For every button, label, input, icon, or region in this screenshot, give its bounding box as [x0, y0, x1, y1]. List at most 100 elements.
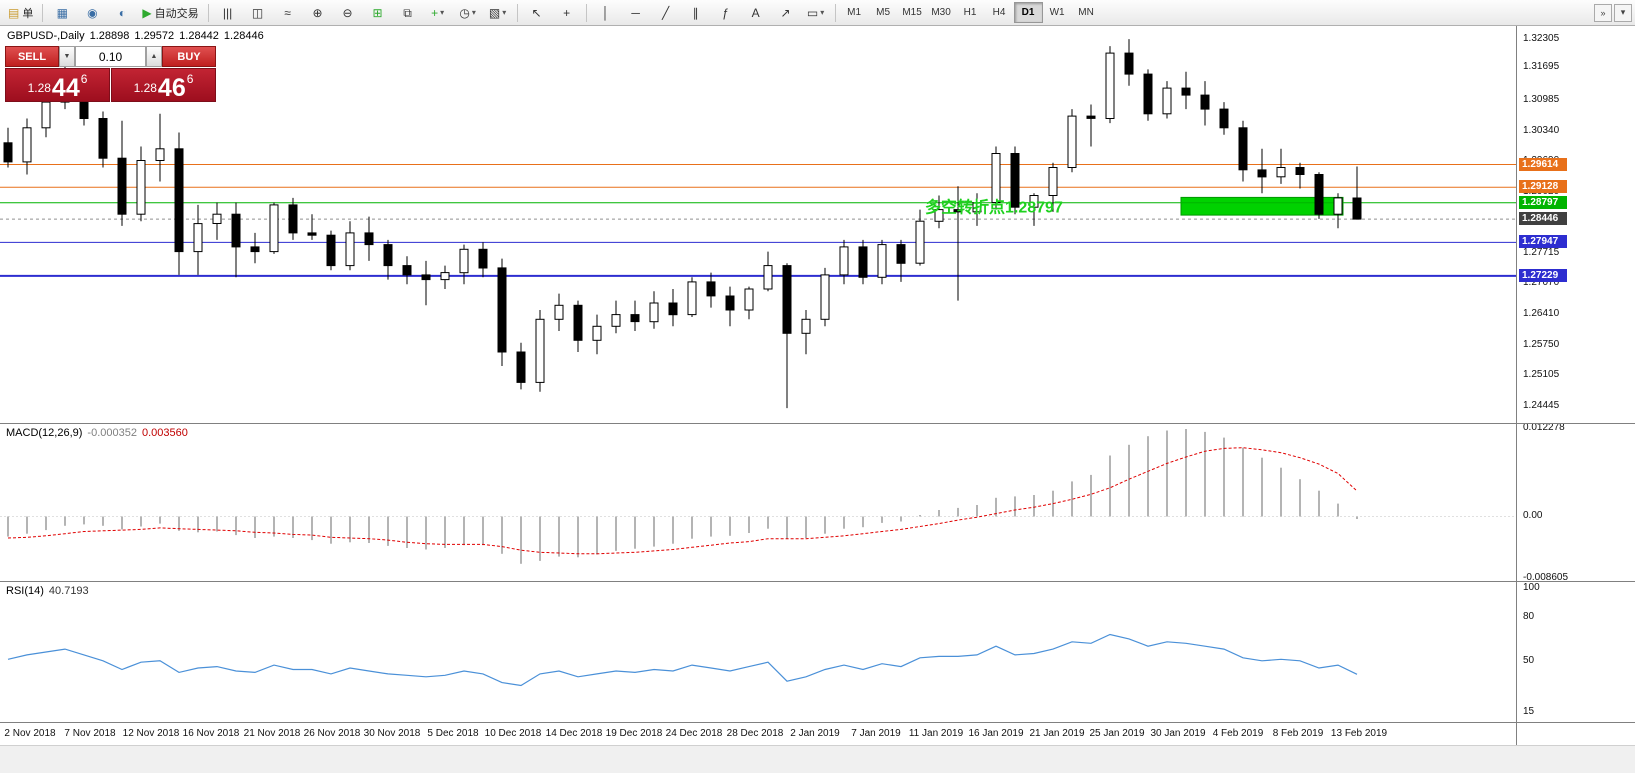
- timeframe-m5-button[interactable]: M5: [876, 7, 891, 18]
- date-label: 28 Dec 2018: [726, 728, 784, 739]
- periods-button[interactable]: ◷ ▾: [454, 2, 482, 24]
- line-chart-button[interactable]: ≈: [274, 2, 302, 24]
- arrows-button[interactable]: ↗: [772, 2, 800, 24]
- price-pane[interactable]: 多空转折点1.28797 GBPUSD-,Daily 1.28898 1.29572…: [0, 26, 1516, 423]
- price-axis[interactable]: 1.323051.316951.309851.303401.296901.290…: [1516, 26, 1635, 772]
- templates-button[interactable]: ▧ ▾: [484, 2, 512, 24]
- symbol-period-label: GBPUSD-,Daily: [7, 30, 85, 42]
- macd-pane[interactable]: MACD(12,26,9) -0.000352 0.003560: [0, 424, 1516, 581]
- price-tag-1.28797: 1.28797: [1519, 196, 1567, 209]
- fibonacci-icon: ƒ: [722, 5, 729, 20]
- metaeditor-button[interactable]: ◐: [108, 2, 136, 24]
- sell-button[interactable]: SELL: [5, 46, 59, 67]
- volume-input[interactable]: 0.10: [75, 46, 146, 67]
- rsi-pane[interactable]: RSI(14) 40.7193: [0, 582, 1516, 722]
- text-button[interactable]: A: [742, 2, 770, 24]
- autotrading-button[interactable]: ▶ 自动交易: [138, 2, 202, 24]
- price-tick: 1.25105: [1523, 369, 1560, 380]
- timeframe-m1-button[interactable]: M1: [847, 7, 862, 18]
- price-tag-1.29614: 1.29614: [1519, 158, 1567, 171]
- date-label: 30 Jan 2019: [1150, 728, 1206, 739]
- buy-price-button[interactable]: 1.28 46 6: [111, 68, 216, 102]
- crosshair-button[interactable]: +: [553, 2, 581, 24]
- bars-chart-button[interactable]: |||: [214, 2, 242, 24]
- toolbar-more-button[interactable]: »: [1594, 3, 1612, 22]
- fibonacci-button[interactable]: ƒ: [712, 2, 740, 24]
- date-label: 24 Dec 2018: [665, 728, 723, 739]
- indicators-button[interactable]: + ▾: [424, 2, 452, 24]
- bars-chart-icon: |||: [222, 5, 233, 20]
- price-tick: 1.32305: [1523, 33, 1560, 44]
- pane-divider[interactable]: [0, 722, 1635, 723]
- zoom-out-button[interactable]: ⊖: [334, 2, 362, 24]
- highlight-zone-rect[interactable]: [1180, 196, 1344, 216]
- zoom-in-icon: ⊕: [312, 5, 323, 20]
- volume-decrement-button[interactable]: ▼: [59, 46, 75, 67]
- candlestick-chart-button[interactable]: ◫: [244, 2, 272, 24]
- cursor-button[interactable]: ↖: [523, 2, 551, 24]
- date-label: 2 Nov 2018: [4, 728, 56, 739]
- price-chart-canvas[interactable]: 多空转折点1.28797: [0, 26, 1516, 423]
- timeframe-m15-button[interactable]: M15: [902, 7, 922, 18]
- crosshair-icon: +: [563, 5, 571, 20]
- date-label: 25 Jan 2019: [1089, 728, 1145, 739]
- buy-price-big: 46: [157, 73, 186, 102]
- toolbar-separator: [585, 3, 587, 22]
- timeframe-d1-button[interactable]: D1: [1013, 2, 1043, 23]
- zoom-in-button[interactable]: ⊕: [304, 2, 332, 24]
- date-label: 10 Dec 2018: [484, 728, 542, 739]
- one-click-trading-panel: SELL ▼ 0.10 ▲ BUY 1.28 44 6 1.28 46 6: [5, 46, 216, 102]
- date-label: 21 Jan 2019: [1029, 728, 1085, 739]
- vertical-line-button[interactable]: │: [592, 2, 620, 24]
- cascade-windows-button[interactable]: ⧉: [394, 2, 422, 24]
- pane-divider[interactable]: [0, 581, 1635, 582]
- timeframe-w1-button[interactable]: W1: [1049, 7, 1065, 18]
- toolbar-options-button[interactable]: ▾: [1614, 3, 1632, 22]
- channel-icon: ∥: [692, 5, 699, 20]
- new-order-icon: ▤: [8, 5, 20, 20]
- macd-tick: 0.012278: [1523, 422, 1565, 433]
- rsi-tick: 50: [1523, 655, 1535, 666]
- horizontal-line-button[interactable]: ─: [622, 2, 650, 24]
- sell-price-button[interactable]: 1.28 44 6: [5, 68, 110, 102]
- price-tick: 1.31695: [1523, 61, 1560, 72]
- macd-tick: 0.00: [1523, 510, 1543, 521]
- channel-button[interactable]: ∥: [682, 2, 710, 24]
- macd-name: MACD(12,26,9): [6, 427, 83, 439]
- price-tick: 1.25750: [1523, 339, 1560, 350]
- pivot-annotation-text[interactable]: 多空转折点1.28797: [925, 197, 1063, 216]
- timeframe-mn-button[interactable]: MN: [1078, 7, 1094, 18]
- rsi-line: [7, 633, 1358, 687]
- timeframe-h1-button[interactable]: H1: [963, 7, 977, 18]
- macd-signal-line: [7, 447, 1358, 555]
- chart-window: 多空转折点1.28797 GBPUSD-,Daily 1.28898 1.29572…: [0, 26, 1635, 773]
- date-label: 7 Nov 2018: [64, 728, 116, 739]
- dropdown-arrow-icon: ▾: [440, 8, 445, 17]
- main-toolbar: ▤ 单 ▦ ◉ ◐ ▶ 自动交易 ||| ◫ ≈ ⊕ ⊖ ⊞ ⧉ + ▾ ◷ ▾ ▧ ▾ ↖ + │ ─ ╱ ∥ ƒ A ↗ ▭ ▾ M1 M5…: [0, 0, 1635, 26]
- timeframe-h4-button[interactable]: H4: [992, 7, 1006, 18]
- macd-tick: -0.008605: [1523, 572, 1569, 583]
- new-chart-button[interactable]: ▦: [48, 2, 76, 24]
- tile-windows-button[interactable]: ⊞: [364, 2, 392, 24]
- macd-signal-value: 0.003560: [141, 427, 188, 439]
- ohlc-open: 1.28898: [89, 30, 130, 42]
- buy-button[interactable]: BUY: [162, 46, 216, 67]
- time-axis[interactable]: 2 Nov 2018 7 Nov 2018 12 Nov 2018 16 Nov 20…: [0, 723, 1516, 745]
- profiles-button[interactable]: ◉: [78, 2, 106, 24]
- cascade-windows-icon: ⧉: [403, 5, 412, 20]
- macd-histogram: [7, 429, 1358, 564]
- toolbar-separator: [516, 3, 518, 22]
- dropdown-arrow-icon: ▾: [471, 8, 476, 17]
- shapes-button[interactable]: ▭ ▾: [802, 2, 830, 24]
- text-icon: A: [751, 5, 760, 20]
- macd-chart-canvas[interactable]: [0, 424, 1516, 581]
- rsi-chart-canvas[interactable]: [0, 582, 1516, 722]
- timeframe-m30-button[interactable]: M30: [931, 7, 951, 18]
- pane-divider[interactable]: [0, 423, 1635, 424]
- trendline-button[interactable]: ╱: [652, 2, 680, 24]
- new-order-button[interactable]: ▤ 单: [4, 2, 37, 24]
- sell-price-big: 44: [51, 73, 80, 102]
- date-label: 12 Nov 2018: [122, 728, 180, 739]
- volume-increment-button[interactable]: ▲: [146, 46, 162, 67]
- profiles-icon: ◉: [87, 5, 98, 20]
